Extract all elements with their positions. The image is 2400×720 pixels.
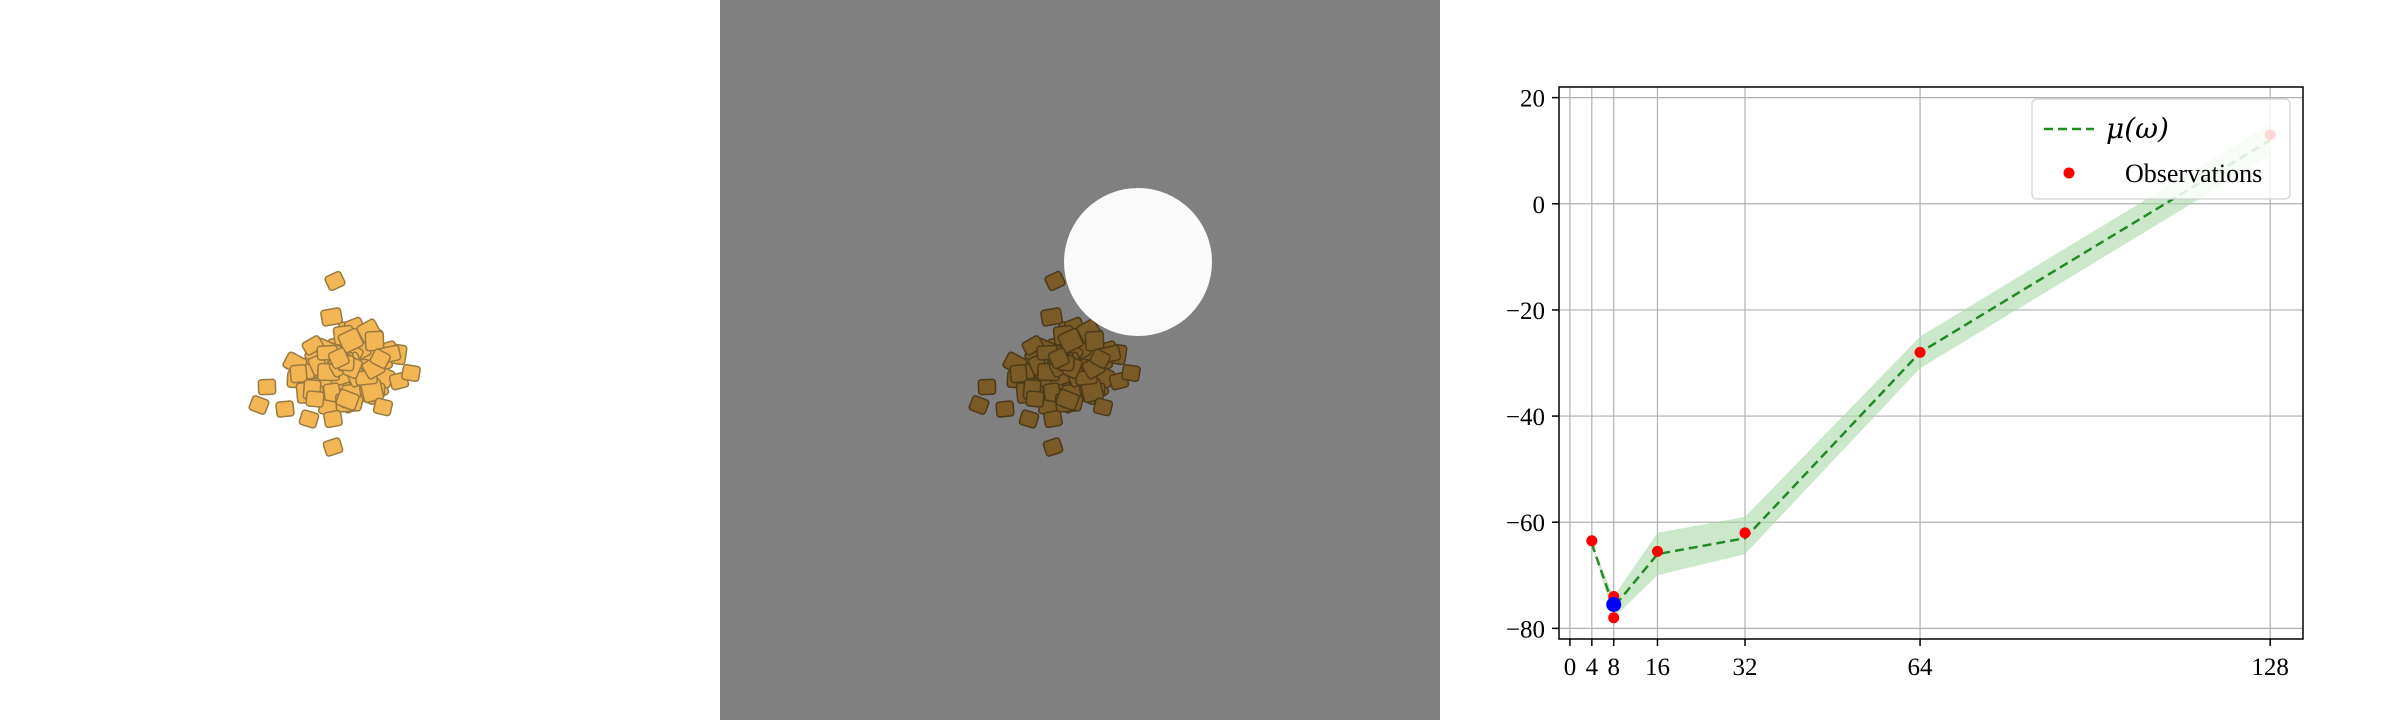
grain-block — [1044, 270, 1066, 292]
grain-block — [1043, 409, 1063, 429]
legend-mean-label: μ(ω) — [2106, 112, 2169, 145]
y-tick-label: −20 — [1506, 298, 1545, 325]
legend-observation-swatch — [2063, 167, 2075, 179]
granular-pile-image — [248, 270, 421, 457]
x-tick-label: 32 — [1733, 654, 1758, 681]
grain-block — [248, 395, 270, 415]
y-tick-label: −60 — [1506, 510, 1545, 537]
legend-box — [2031, 98, 2291, 200]
observation-point — [1739, 527, 1751, 539]
y-tick-label: −80 — [1506, 616, 1545, 643]
grain-block — [372, 397, 394, 417]
grain-block — [977, 378, 997, 396]
grain-block — [335, 388, 360, 411]
grain-block — [337, 327, 364, 354]
grain-block — [1042, 437, 1064, 457]
grain-block — [323, 409, 343, 429]
pile-mid-grains — [968, 270, 1141, 457]
granular-pile-with-target-image — [968, 188, 1212, 457]
grain-block — [320, 307, 343, 327]
grain-block — [1025, 390, 1045, 408]
plot-frame — [1558, 86, 2304, 640]
line-chart: 0 4 8 16 32 64 128200−20−40−60−80μ(ω)Observati… — [1506, 86, 2304, 681]
grain-block — [401, 363, 421, 383]
grain-block — [1047, 347, 1070, 370]
pile-left-grains — [248, 270, 421, 457]
grain-block — [1121, 363, 1141, 383]
x-tick-label: 16 — [1645, 654, 1670, 681]
x-tick-label: 128 — [2251, 654, 2289, 681]
grain-block — [305, 390, 325, 408]
observation-point — [1608, 612, 1620, 624]
x-tick-label: 8 — [1607, 654, 1620, 681]
confidence-band — [1591, 124, 2271, 618]
grain-block — [327, 347, 350, 370]
grain-block — [298, 409, 320, 429]
grain-block — [1009, 364, 1028, 384]
grain-block — [1055, 388, 1080, 411]
y-tick-label: 20 — [1520, 86, 1545, 113]
grain-block — [257, 378, 277, 396]
observation-point — [1586, 535, 1598, 547]
grain-block — [968, 395, 990, 415]
target-circle — [1064, 188, 1212, 336]
x-tick-label: 0 — [1564, 654, 1577, 681]
grain-block — [275, 400, 295, 418]
observation-point — [1651, 545, 1663, 557]
x-tick-label: 64 — [1908, 654, 1934, 681]
grain-block — [1018, 409, 1040, 429]
grain-block — [324, 270, 346, 292]
y-tick-label: 0 — [1533, 192, 1546, 219]
middle-scene-panel — [720, 0, 1440, 720]
y-tick-label: −40 — [1506, 404, 1545, 431]
left-scene-panel — [0, 0, 720, 720]
grain-block — [1057, 327, 1084, 354]
observation-point — [1914, 346, 1926, 358]
grain-block — [1089, 348, 1111, 369]
grain-block — [289, 364, 308, 384]
x-tick-label: 4 — [1586, 654, 1599, 681]
selected-point — [1606, 597, 1622, 612]
grain-block — [995, 400, 1015, 418]
legend: μ(ω) Observations — [2031, 98, 2291, 200]
grain-block — [369, 348, 391, 369]
grain-block — [1040, 307, 1063, 327]
grain-block — [1092, 397, 1114, 417]
chart-panel: 0 4 8 16 32 64 128 20 0 −20 −40 −60 −80 μ(ω) Observati… — [1440, 0, 2400, 720]
legend-observations-label: Observations — [2125, 159, 2262, 188]
grain-block — [322, 437, 344, 457]
